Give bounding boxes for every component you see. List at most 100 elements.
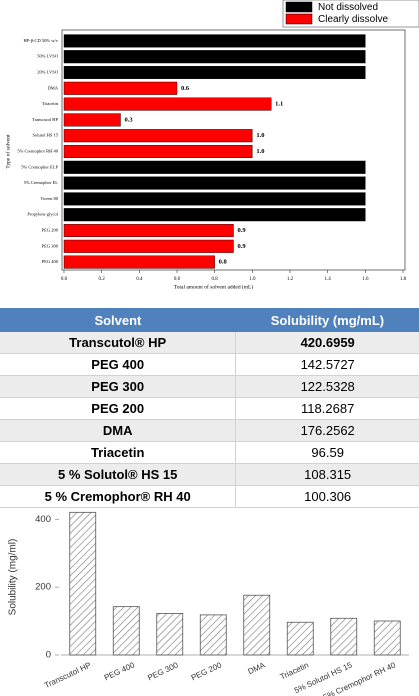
solubility-cell: 122.5328 <box>235 375 419 398</box>
solvent-cell: Triacetin <box>0 441 237 464</box>
table-header: Solvent Solubility (mg/mL) <box>0 308 419 332</box>
y-tick-label: Propylene glycol <box>27 212 58 217</box>
x-tick-label: PEG 300 <box>146 660 180 682</box>
table-row: DMA 176.2562 <box>0 419 419 442</box>
table-row: Transcutol® HP 420.6959 <box>0 332 419 354</box>
table-row: PEG 200 118.2687 <box>0 397 419 420</box>
bar <box>63 97 272 111</box>
y-tick-label: Transcutol HP <box>32 117 58 122</box>
solvent-cell: PEG 300 <box>0 375 237 398</box>
y-tick-label: HP-β-CD 50% w/v <box>23 38 58 43</box>
x-tick-label: 0.0 <box>61 277 68 282</box>
y-tick-label: 20% LVSO <box>37 70 58 75</box>
x-tick-label: PEG 200 <box>190 660 224 682</box>
bar <box>63 160 366 174</box>
x-tick-label: Transcutol HP <box>43 661 92 690</box>
x-tick-label: 1.2 <box>287 277 294 282</box>
x-tick-label: PEG 400 <box>103 660 137 682</box>
bar <box>63 192 366 206</box>
solubility-cell: 142.5727 <box>235 353 419 376</box>
column-header: Solvent <box>0 308 236 332</box>
solvent-cell: PEG 400 <box>0 353 237 376</box>
solubility-cell: 108.315 <box>235 463 419 486</box>
bar <box>330 617 358 656</box>
bar <box>63 176 366 190</box>
x-tick-label: 1.8 <box>400 277 407 282</box>
x-tick-label: 0.8 <box>212 277 219 282</box>
x-tick-label: 0.6 <box>174 277 181 282</box>
y-tick-label: Tween 80 <box>40 196 58 201</box>
y-tick-label: PEG 400 <box>42 259 59 264</box>
bar <box>112 606 140 656</box>
value-label: 0.6 <box>181 85 190 92</box>
solubility-cell: 100.306 <box>235 485 419 508</box>
solvent-cell: 5 % Solutol® HS 15 <box>0 463 237 486</box>
bar <box>63 65 366 80</box>
bar <box>63 129 253 143</box>
x-tick-label: Triacetin <box>279 661 310 682</box>
x-tick-label: DMA <box>247 660 268 676</box>
bar <box>63 113 121 127</box>
x-tick-label: 1.0 <box>249 277 256 282</box>
x-tick-label: 1.6 <box>362 277 369 282</box>
y-axis-label: Solubility (mg/ml) <box>8 539 19 616</box>
value-label: 0.9 <box>238 243 247 250</box>
table-row: 5 % Cremophor® RH 40 100.306 <box>0 485 419 508</box>
x-tick-label: 1.4 <box>325 277 332 282</box>
y-axis-label: Type of solvent <box>4 134 11 169</box>
value-label: 0.3 <box>125 116 134 123</box>
solvent-cell: PEG 200 <box>0 397 237 420</box>
y-tick-label: 400 <box>35 514 51 525</box>
table-body: Transcutol® HP 420.6959 PEG 400 142.5727 PEG… <box>0 332 419 508</box>
y-tick-label: 50% LVSO <box>37 54 58 59</box>
legend-swatch <box>285 13 313 25</box>
plot-frame <box>61 29 406 271</box>
table-row: 5 % Solutol® HS 15 108.315 <box>0 463 419 486</box>
bar <box>63 255 215 269</box>
bar <box>373 620 401 656</box>
solubility-cell: 420.6959 <box>235 332 419 354</box>
solubility-table: Solvent Solubility (mg/mL) Transcutol® HP… <box>0 308 419 508</box>
x-tick-label: 0.2 <box>99 277 106 282</box>
value-label: 0.9 <box>238 227 247 234</box>
solvent-cell: DMA <box>0 419 237 442</box>
y-tick-label: 5% Cremophor ELP <box>21 164 58 169</box>
bar <box>243 594 271 656</box>
y-tick-label: 0 <box>46 650 51 661</box>
dissolution-chart: 0.0 0.2 0.4 0.6 0.8 1.0 1.2 1.4 1.6 1.8 Total amou… <box>4 0 419 290</box>
solvent-cell: Transcutol® HP <box>0 332 237 354</box>
legend-label: Not dissolved <box>318 2 378 13</box>
y-tick-label: Solutol HS 15 <box>32 133 58 138</box>
table-row: PEG 400 142.5727 <box>0 353 419 376</box>
legend-swatch <box>285 1 313 13</box>
solubility-chart: 0 200 400 Solubility (mg/ml) Transcutol HP PE… <box>8 511 409 696</box>
y-tick-label: 5% Cremophor RH 40 <box>17 149 58 154</box>
y-tick-label: PEG 200 <box>42 228 59 233</box>
y-tick-label: PEG 300 <box>42 243 59 248</box>
solubility-cell: 176.2562 <box>235 419 419 442</box>
y-tick-label: 200 <box>35 582 51 593</box>
value-label: 1.1 <box>275 101 283 108</box>
value-label: 1.0 <box>256 148 264 155</box>
bar <box>63 144 253 159</box>
table-row: Triacetin 96.59 <box>0 441 419 464</box>
bar <box>199 614 227 656</box>
legend-label: Clearly dissolve <box>318 14 388 25</box>
solubility-cell: 118.2687 <box>235 397 419 420</box>
bar <box>63 223 234 238</box>
bar <box>286 621 314 656</box>
solubility-cell: 96.59 <box>235 441 419 464</box>
bar <box>63 50 366 64</box>
y-tick-label: DMA <box>47 85 58 90</box>
bar <box>63 239 234 253</box>
bar <box>63 81 178 95</box>
bar <box>156 613 184 656</box>
table-row: PEG 300 122.5328 <box>0 375 419 398</box>
bar <box>69 511 97 656</box>
value-label: 0.8 <box>219 259 228 266</box>
y-tick-label: 5% Cremophor EL <box>24 180 58 185</box>
bar <box>63 34 366 48</box>
column-header: Solubility (mg/mL) <box>235 308 419 332</box>
x-tick-label: 0.4 <box>136 277 143 282</box>
